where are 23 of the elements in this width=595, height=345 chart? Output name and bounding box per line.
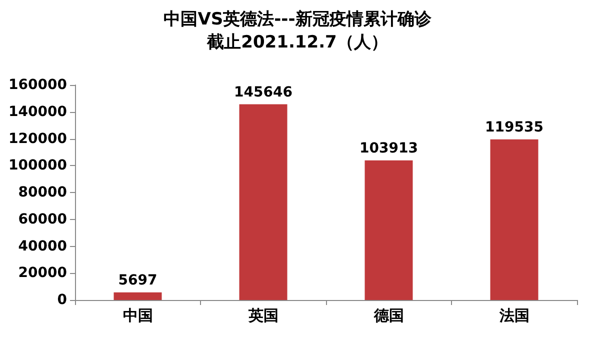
y-tick-label: 60000: [18, 211, 68, 228]
data-label: 103913: [360, 140, 418, 156]
y-tick-label: 40000: [18, 238, 68, 254]
chart-subtitle: 截止2021.12.7（人）: [206, 32, 388, 52]
y-tick-label: 0: [57, 292, 68, 308]
data-label: 119535: [485, 119, 544, 136]
y-tick-label: 20000: [18, 265, 68, 282]
x-tick-label: 中国: [122, 306, 153, 324]
x-tick-label: 英国: [247, 306, 278, 324]
bar: [364, 160, 413, 300]
data-label: 5697: [118, 272, 158, 288]
chart-title: 中国VS英德法---新冠疫情累计确诊: [164, 10, 432, 30]
y-tick-label: 120000: [8, 130, 68, 147]
x-tick-label: 法国: [498, 306, 530, 324]
bar: [490, 139, 538, 300]
y-tick-label: 80000: [18, 184, 68, 200]
bar: [239, 104, 288, 300]
y-tick-label: 100000: [8, 158, 68, 174]
y-tick-label: 140000: [8, 104, 68, 120]
data-label: 145646: [234, 84, 292, 100]
y-tick-label: 160000: [8, 77, 68, 93]
bar: [114, 292, 162, 300]
x-tick-label: 德国: [372, 306, 404, 324]
